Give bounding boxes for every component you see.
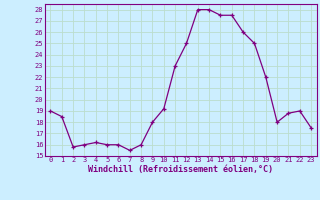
X-axis label: Windchill (Refroidissement éolien,°C): Windchill (Refroidissement éolien,°C) (88, 165, 273, 174)
